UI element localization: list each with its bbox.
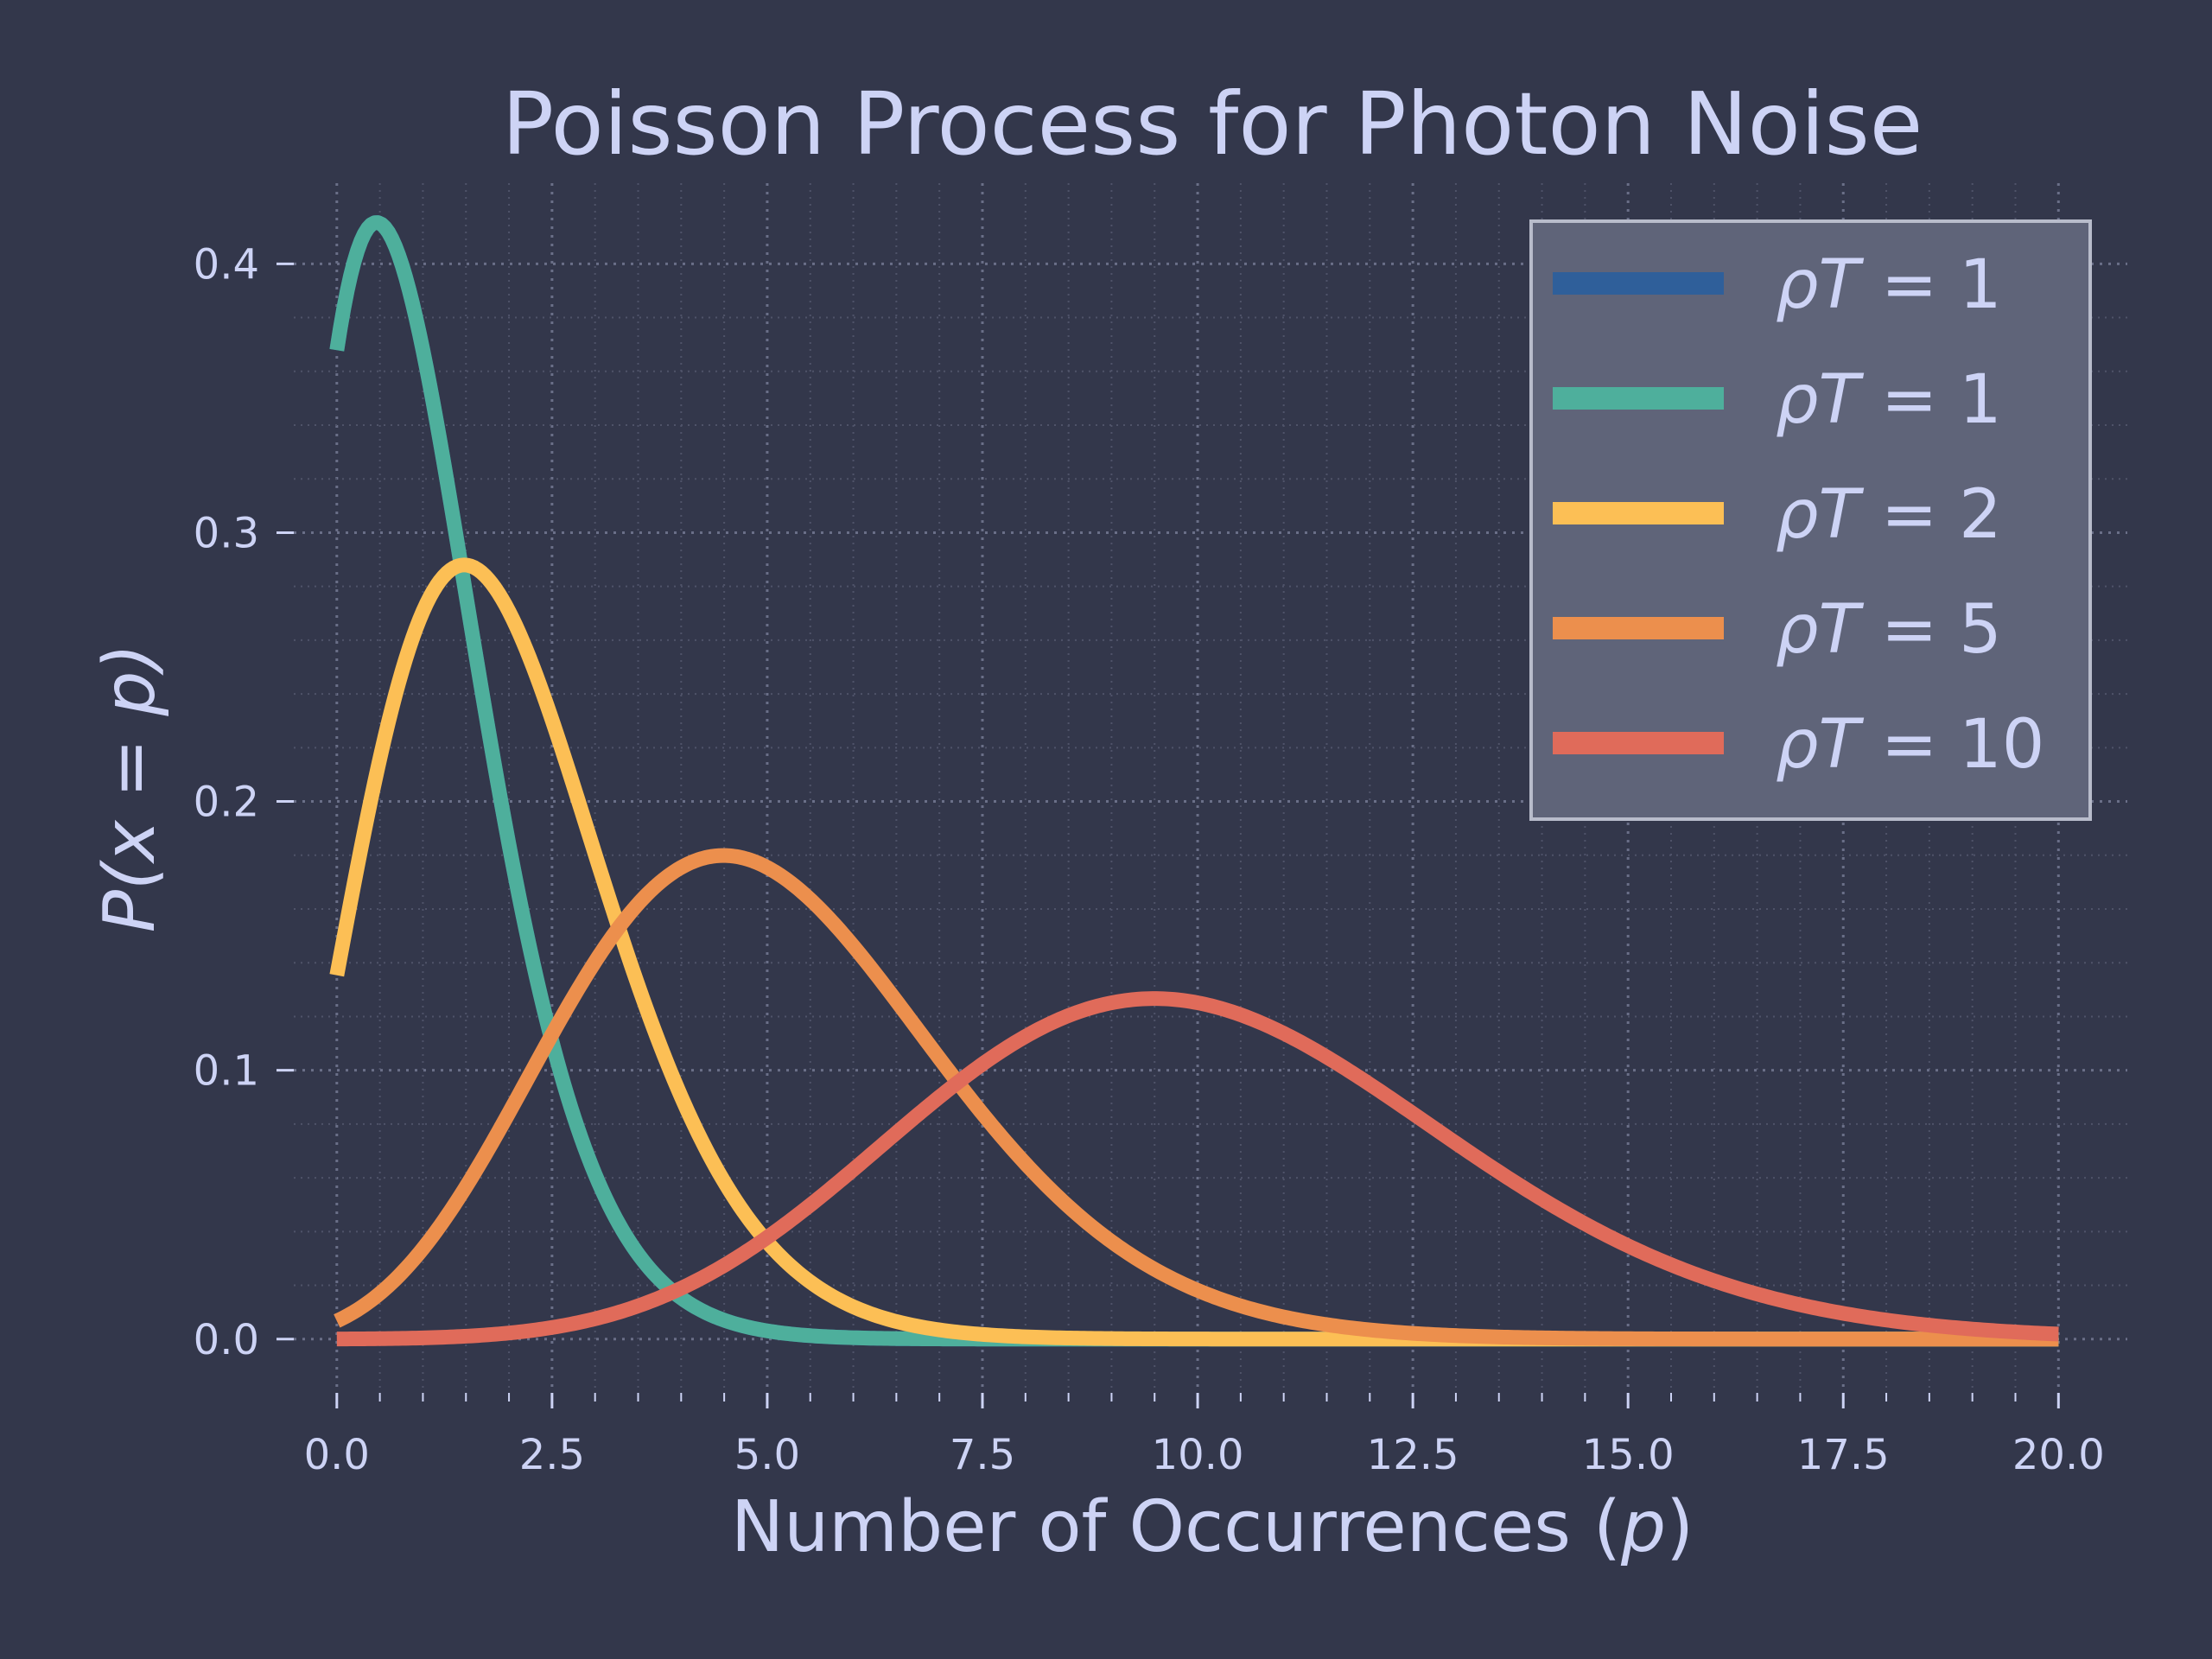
- y-tick-label: 0.4: [194, 240, 259, 289]
- legend-label: ρT = 1: [1776, 361, 2002, 439]
- x-tick-label: 15.0: [1582, 1431, 1675, 1479]
- x-tick-label: 5.0: [734, 1431, 800, 1479]
- y-tick-label: 0.1: [194, 1047, 259, 1096]
- x-tick-label: 7.5: [950, 1431, 1015, 1479]
- x-tick-label: 17.5: [1797, 1431, 1890, 1479]
- x-tick-label: 10.0: [1152, 1431, 1244, 1479]
- x-axis-label: Number of Occurrences (p): [731, 1486, 1694, 1568]
- legend-label: ρT = 5: [1776, 591, 2002, 669]
- x-tick-label: 0.0: [304, 1431, 370, 1479]
- y-tick-label: 0.2: [194, 779, 259, 827]
- series-line: [333, 848, 2063, 1347]
- series-group: [329, 215, 2063, 1347]
- y-tick-label: 0.0: [194, 1316, 259, 1364]
- chart-title: Poisson Process for Photon Noise: [502, 73, 1923, 175]
- legend: ρT = 1 ρT = 1 ρT = 2 ρT = 5 ρT = 10: [1529, 219, 2092, 821]
- legend-label: ρT = 1: [1776, 246, 2002, 324]
- x-tick-label: 12.5: [1367, 1431, 1459, 1479]
- y-tick-label: 0.3: [194, 509, 259, 557]
- axes: 0.0 2.5 5.0 7.5 10.0 12.5 15.0 17.5 20.0 0.0 0.1 0.…: [194, 240, 2105, 1479]
- x-tick-label: 20.0: [2012, 1431, 2105, 1479]
- legend-label: ρT = 10: [1776, 706, 2044, 784]
- series-line: [333, 991, 2063, 1347]
- x-tick-label: 2.5: [519, 1431, 585, 1479]
- y-axis-label: P(x = p): [89, 644, 171, 933]
- legend-label: ρT = 2: [1776, 476, 2002, 554]
